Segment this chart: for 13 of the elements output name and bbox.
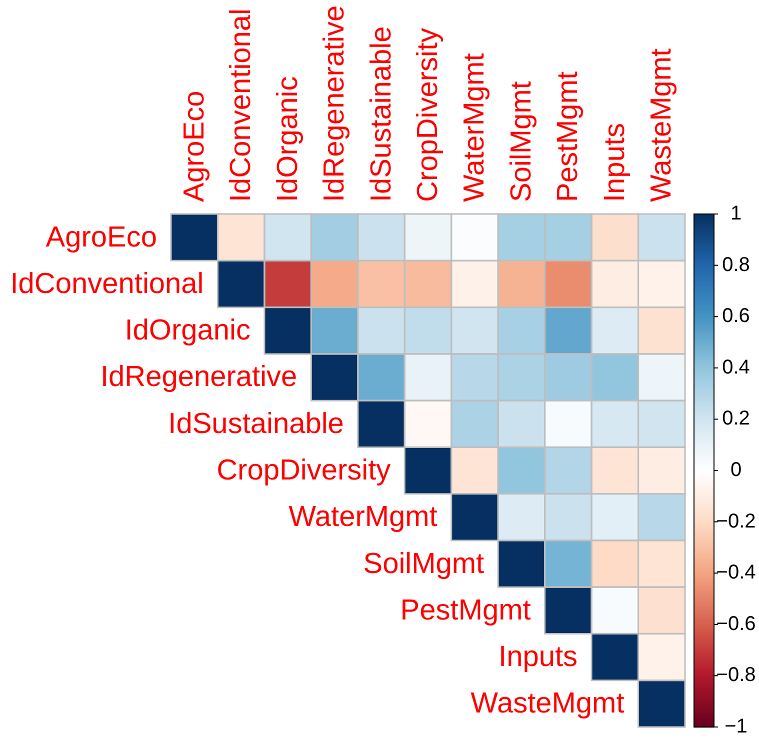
x-tick-label: Inputs [598,123,631,202]
color-bar-label: 0.6 [722,305,750,328]
color-bar-label: 0.2 [722,408,750,430]
color-bar-label: −1 [724,716,748,738]
color-bar-label: −0.8 [716,664,756,686]
color-bar-label: −0.4 [716,562,756,584]
color-bar-label: 0.4 [722,356,750,378]
x-tick-label: WasteMgmt [646,48,678,202]
color-bar-label: −0.6 [716,612,756,635]
color-bar-label: 1 [730,202,742,225]
color-bar-label: 0 [730,459,742,482]
color-bar-label: 0.8 [722,254,750,276]
color-bar-label: −0.2 [716,510,756,532]
